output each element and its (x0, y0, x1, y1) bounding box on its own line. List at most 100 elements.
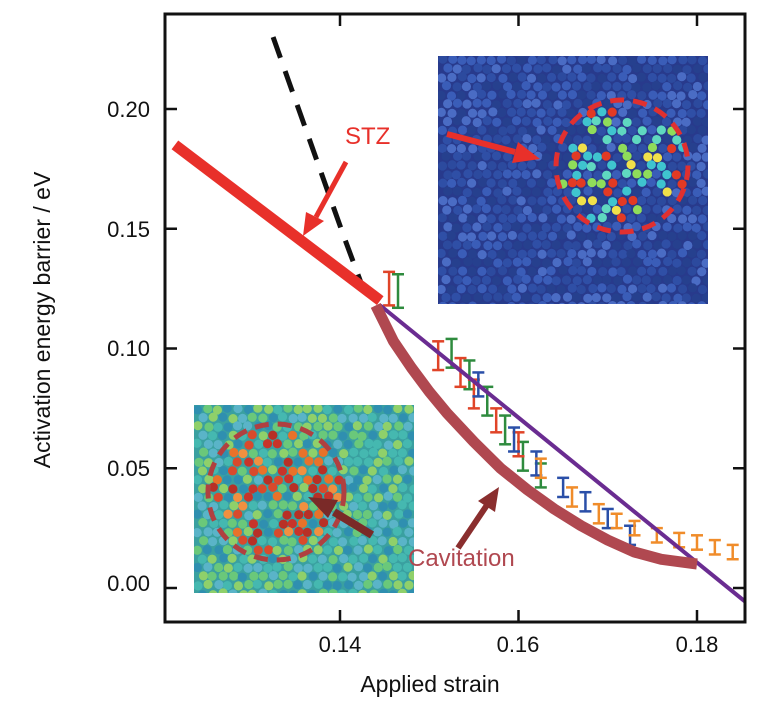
atom (194, 562, 202, 573)
atom (222, 580, 233, 591)
atom (691, 205, 702, 215)
atom (657, 73, 667, 83)
atom (198, 590, 207, 593)
atom (468, 144, 478, 154)
atom (682, 257, 692, 268)
atom (377, 536, 387, 546)
x-tick-label: 0.14 (319, 632, 362, 657)
atom (247, 536, 258, 546)
atom (481, 204, 491, 214)
atom (237, 572, 247, 582)
atom (537, 230, 547, 241)
atom (404, 527, 414, 537)
atom (378, 466, 389, 477)
atom (667, 213, 677, 224)
atom (536, 284, 546, 294)
atom (601, 151, 611, 161)
atom (328, 430, 338, 440)
atom (551, 276, 561, 286)
atom (238, 535, 248, 545)
atom (611, 293, 621, 303)
atom (506, 124, 516, 135)
atom (558, 302, 566, 304)
atom (253, 563, 263, 573)
atom (237, 413, 248, 424)
atom (502, 258, 512, 268)
atom (292, 491, 302, 502)
atom (218, 518, 229, 528)
atom (333, 405, 343, 414)
atom (472, 257, 482, 267)
atom (457, 232, 468, 242)
atom (378, 429, 388, 440)
atom (586, 73, 596, 83)
atom (372, 474, 382, 485)
atom (493, 292, 503, 302)
y-tick-label: 0.05 (107, 456, 150, 481)
atom (701, 293, 708, 303)
atom (467, 73, 477, 84)
atom (616, 300, 626, 304)
atom (194, 475, 203, 485)
atom (662, 222, 672, 232)
atom (198, 430, 208, 440)
atom (551, 240, 561, 250)
atom (456, 177, 467, 188)
atom (517, 72, 527, 82)
atom (268, 589, 278, 593)
atom (577, 90, 587, 100)
atom (284, 474, 294, 484)
atom (232, 457, 242, 467)
atom (283, 457, 293, 467)
atom (457, 195, 468, 205)
atom (229, 571, 239, 581)
atom (508, 195, 518, 205)
atom (576, 125, 586, 135)
atom (438, 125, 447, 135)
atom (262, 439, 273, 449)
atom (601, 63, 611, 73)
atom (497, 56, 507, 64)
atom (621, 257, 632, 267)
atom (212, 405, 223, 415)
atom (322, 545, 333, 555)
atom (638, 108, 648, 118)
atom (363, 579, 373, 589)
atom (268, 571, 279, 581)
atom (498, 126, 508, 136)
atom (586, 161, 596, 172)
atom (501, 135, 511, 145)
atom (362, 509, 372, 520)
atom (626, 160, 636, 170)
atom (199, 536, 209, 546)
atom (367, 466, 377, 476)
atom (678, 56, 688, 65)
atom (476, 73, 486, 83)
atom (696, 108, 706, 118)
atom (441, 292, 451, 303)
atom (597, 107, 607, 117)
atom (471, 275, 481, 286)
atom (652, 187, 662, 197)
atom (442, 240, 453, 250)
atom (641, 275, 651, 285)
atom (348, 501, 359, 511)
atom (677, 72, 687, 82)
atom (363, 563, 373, 573)
atom (472, 204, 482, 214)
atom (284, 527, 294, 537)
atom (302, 527, 312, 537)
atom (452, 64, 462, 74)
atom (677, 161, 687, 171)
atom (462, 276, 472, 286)
atom (618, 249, 628, 259)
atom (343, 527, 354, 537)
atom (493, 170, 503, 180)
atom (588, 283, 598, 294)
atom (322, 405, 332, 415)
atom (606, 142, 616, 152)
atom (393, 456, 404, 466)
atom (533, 82, 543, 92)
atom (607, 197, 618, 207)
atom (278, 431, 288, 441)
